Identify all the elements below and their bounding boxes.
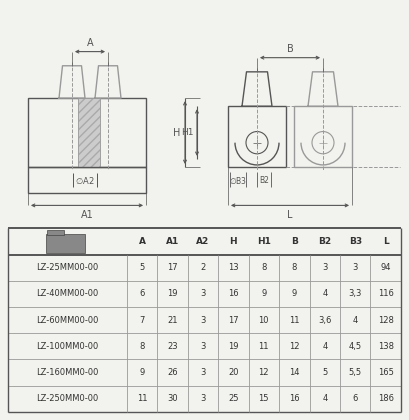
Text: 15: 15 (258, 394, 269, 403)
Text: 3: 3 (200, 394, 206, 403)
Text: 186: 186 (378, 394, 394, 403)
Text: H: H (173, 128, 180, 137)
Text: 17: 17 (228, 316, 239, 325)
Text: 4: 4 (322, 394, 327, 403)
Text: H1: H1 (257, 237, 271, 246)
Text: LZ-25MM00-00: LZ-25MM00-00 (36, 263, 99, 272)
Text: H1: H1 (182, 128, 194, 137)
Text: L: L (287, 210, 293, 220)
Text: 19: 19 (228, 342, 238, 351)
Text: 116: 116 (378, 289, 393, 299)
Text: 128: 128 (378, 316, 393, 325)
Text: 30: 30 (167, 394, 178, 403)
Text: 3: 3 (322, 263, 328, 272)
Text: 6: 6 (353, 394, 358, 403)
Text: H: H (229, 237, 237, 246)
Text: LZ-160MM0-00: LZ-160MM0-00 (36, 368, 99, 377)
Text: 20: 20 (228, 368, 238, 377)
Text: 138: 138 (378, 342, 394, 351)
Text: 7: 7 (139, 316, 145, 325)
Text: 11: 11 (289, 316, 299, 325)
Text: 5,5: 5,5 (348, 368, 362, 377)
Bar (294, 106, 352, 167)
Text: 3: 3 (200, 368, 206, 377)
FancyBboxPatch shape (47, 230, 64, 235)
Text: 2: 2 (200, 263, 206, 272)
Text: 8: 8 (292, 263, 297, 272)
Text: 94: 94 (380, 263, 391, 272)
Text: 13: 13 (228, 263, 239, 272)
Text: A1: A1 (81, 210, 93, 220)
Text: 3: 3 (200, 342, 206, 351)
Text: 11: 11 (258, 342, 269, 351)
Text: A2: A2 (196, 237, 209, 246)
Text: LZ-60MM00-00: LZ-60MM00-00 (36, 316, 99, 325)
Text: 11: 11 (137, 394, 147, 403)
Text: 5: 5 (322, 368, 327, 377)
Text: 12: 12 (289, 342, 299, 351)
Text: 3: 3 (200, 316, 206, 325)
Text: 3: 3 (200, 289, 206, 299)
Text: 9: 9 (292, 289, 297, 299)
Text: A1: A1 (166, 237, 179, 246)
Bar (228, 106, 286, 167)
Text: A: A (139, 237, 146, 246)
Text: $\emptyset$B3: $\emptyset$B3 (229, 175, 247, 186)
Text: 4: 4 (353, 316, 358, 325)
Text: 12: 12 (258, 368, 269, 377)
Text: 4,5: 4,5 (348, 342, 362, 351)
Text: LZ-100MM0-00: LZ-100MM0-00 (36, 342, 99, 351)
Text: 6: 6 (139, 289, 145, 299)
Text: 16: 16 (289, 394, 300, 403)
Text: 25: 25 (228, 394, 238, 403)
Text: B: B (287, 44, 293, 54)
Text: 16: 16 (228, 289, 239, 299)
Text: B2: B2 (318, 237, 331, 246)
Text: 9: 9 (139, 368, 145, 377)
Text: B2: B2 (259, 176, 269, 185)
Text: 8: 8 (139, 342, 145, 351)
Text: LZ-40MM00-00: LZ-40MM00-00 (36, 289, 99, 299)
Text: LZ-250MM0-00: LZ-250MM0-00 (36, 394, 99, 403)
Text: B: B (291, 237, 298, 246)
FancyBboxPatch shape (46, 234, 85, 253)
Text: A: A (87, 37, 93, 47)
Text: 26: 26 (167, 368, 178, 377)
Text: 8: 8 (261, 263, 267, 272)
Text: 4: 4 (322, 342, 327, 351)
Bar (28, 167, 146, 193)
Text: 3,3: 3,3 (348, 289, 362, 299)
Bar (78, 98, 100, 167)
Text: 5: 5 (139, 263, 145, 272)
Bar (78, 98, 100, 167)
Text: 10: 10 (258, 316, 269, 325)
Text: 3: 3 (353, 263, 358, 272)
Text: 9: 9 (261, 289, 266, 299)
Text: 23: 23 (167, 342, 178, 351)
Text: 19: 19 (167, 289, 178, 299)
Bar (28, 98, 146, 167)
Text: B3: B3 (348, 237, 362, 246)
Text: 3,6: 3,6 (318, 316, 331, 325)
Text: 165: 165 (378, 368, 393, 377)
Text: L: L (383, 237, 389, 246)
Text: 17: 17 (167, 263, 178, 272)
Text: 21: 21 (167, 316, 178, 325)
Text: 14: 14 (289, 368, 299, 377)
Text: 4: 4 (322, 289, 327, 299)
Text: $\emptyset$A2: $\emptyset$A2 (75, 175, 95, 186)
